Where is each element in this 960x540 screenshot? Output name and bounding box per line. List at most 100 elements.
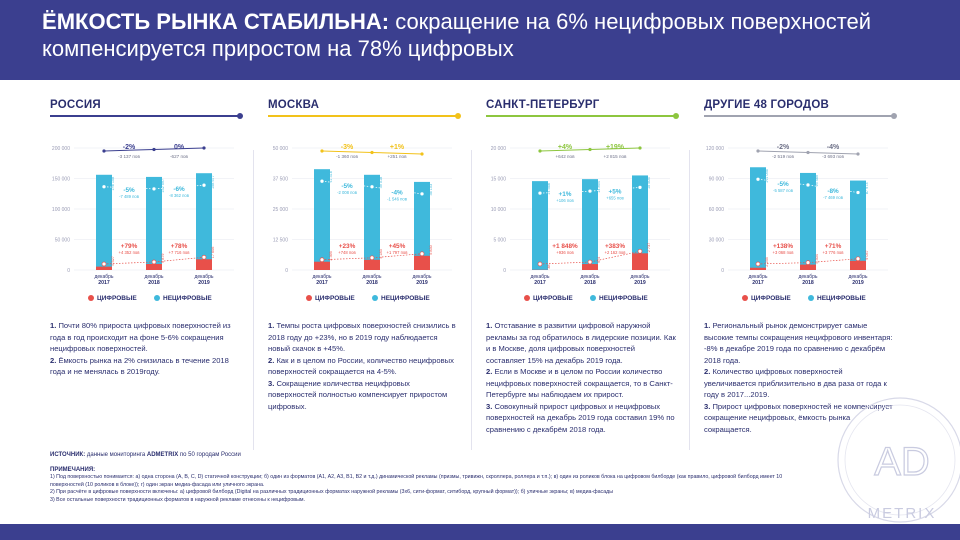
- digital-trend-point: [537, 261, 543, 267]
- note-item: 3. Сокращение количества нецифровых пове…: [268, 378, 458, 413]
- bar-chart: 0 50 000 100 000 150 000 200 000 156 108 5 527…: [52, 144, 234, 286]
- total-change-pct: -2%: [777, 144, 790, 151]
- x-category-year: 2018: [584, 280, 596, 286]
- digital-trend-point: [151, 259, 157, 265]
- y-tick-label: 5 000: [493, 238, 506, 244]
- note-text: Сокращение количества нецифровых поверхн…: [268, 378, 448, 411]
- y-tick-label: 12 500: [273, 238, 289, 244]
- bar-chart: 0 12 500 25 000 37 500 50 000 41 316 3 395 дека…: [273, 144, 452, 286]
- nondigital-trend-point: [369, 184, 375, 190]
- total-trend-point: [102, 149, 106, 153]
- note-item: 1. Темпы роста цифровых поверхностей сни…: [268, 320, 458, 355]
- digital-change-pct: +45%: [389, 243, 406, 250]
- total-change-abs: -3 137 пов: [118, 154, 140, 159]
- nondigital-value-label: 158 677: [211, 175, 215, 189]
- chart-legend: ЦИФРОВЫЕ НЕЦИФРОВЫЕ: [50, 295, 240, 307]
- digital-value-label: 9 879: [161, 253, 165, 263]
- digital-change-pct: +138%: [773, 243, 793, 250]
- x-category-year: 2019: [198, 280, 210, 286]
- nondigital-change-abs: -5 587 пов: [773, 188, 794, 193]
- y-tick-label: 50 000: [55, 238, 71, 244]
- nondigital-change-abs: +106 пов: [556, 198, 574, 203]
- x-category-month: декабрь: [194, 274, 213, 280]
- nondigital-value-label: 36 103: [429, 184, 433, 196]
- note-number: 3.: [704, 401, 711, 411]
- page-title: ЁМКОСТЬ РЫНКА СТАБИЛЬНА: сокращение на 6…: [42, 8, 922, 62]
- note-number: 1.: [50, 321, 57, 330]
- digital-trend-point: [755, 261, 761, 267]
- remark-line: 1) Под поверхностью понимается: а) одна …: [50, 474, 783, 488]
- panel-divider: [471, 150, 472, 450]
- total-change-pct: +19%: [606, 144, 625, 151]
- nondigital-value-label: 14 894: [597, 181, 601, 193]
- note-item: 1. Отставание в развитии цифровой наружн…: [486, 320, 676, 366]
- nondigital-change-pct: -5%: [777, 181, 789, 188]
- y-tick-label: 150 000: [52, 177, 70, 183]
- y-tick-label: 25 000: [273, 207, 289, 213]
- note-text: Региональный рынок демонстрирует самые в…: [704, 321, 893, 365]
- legend-swatch-nondigital: [808, 295, 814, 302]
- nondigital-trend-point: [637, 185, 643, 190]
- panel-title: ДРУГИЕ 48 ГОРОДОВ: [704, 99, 829, 111]
- header-banner: ЁМКОСТЬ РЫНКА СТАБИЛЬНА: сокращение на 6…: [0, 0, 960, 80]
- nondigital-value-label: 95 469: [815, 175, 819, 187]
- nondigital-change-pct: -5%: [123, 187, 135, 194]
- total-change-pct: +4%: [558, 144, 573, 151]
- digital-change-pct: +71%: [825, 243, 842, 250]
- nondigital-change-pct: -5%: [341, 183, 353, 190]
- y-tick-label: 90 000: [709, 177, 725, 183]
- note-number: 1.: [486, 321, 493, 330]
- panel-title: РОССИЯ: [50, 99, 101, 111]
- digital-change-pct: +79%: [121, 243, 138, 250]
- total-change-pct: 0%: [174, 144, 185, 151]
- digital-value-label: 5 830: [429, 245, 433, 255]
- legend-label-nondigital: НЕЦИФРОВЫЕ: [381, 295, 430, 302]
- digital-value-label: 38: [547, 265, 551, 269]
- y-tick-label: 20 000: [491, 146, 507, 152]
- total-change-pct: -2%: [123, 144, 136, 151]
- bar-nondigital: [364, 174, 380, 270]
- x-category-year: 2017: [752, 280, 764, 286]
- note-item: 1. Почти 80% прироста цифровых поверхнос…: [50, 320, 240, 355]
- digital-change-abs: +3 776 пов: [823, 250, 845, 255]
- total-change-pct: -4%: [827, 144, 840, 151]
- watermark-top-text: AD: [874, 440, 930, 484]
- nondigital-change-pct: -8%: [827, 188, 839, 195]
- legend-item-digital: ЦИФРОВЫЕ: [524, 295, 573, 302]
- panel-title-underline: [50, 113, 243, 119]
- chart-legend: ЦИФРОВЫЕ НЕЦИФРОВЫЕ: [268, 295, 458, 307]
- legend-swatch-nondigital: [154, 295, 160, 302]
- digital-change-abs: +4 352 пов: [119, 250, 141, 255]
- y-tick-label: 100 000: [52, 207, 70, 213]
- note-number: 3.: [268, 378, 275, 388]
- total-change-pct: -3%: [341, 144, 354, 151]
- total-trend-point: [370, 150, 374, 155]
- nondigital-trend-point: [101, 184, 107, 190]
- x-category-month: декабрь: [362, 274, 381, 280]
- total-change-pct: +1%: [390, 144, 405, 151]
- bar-digital: [196, 259, 212, 270]
- bar-nondigital: [414, 181, 430, 270]
- x-category-year: 2019: [852, 280, 864, 286]
- nondigital-value-label: 156 108: [111, 177, 115, 191]
- digital-trend-point: [587, 259, 593, 265]
- bar-digital: [800, 264, 816, 270]
- panel-notes: 1. Региональный рынок демонстрирует самы…: [704, 320, 894, 435]
- remark-line: 3) Все остальные поверхности традиционны…: [50, 496, 306, 503]
- total-trend-point: [588, 147, 592, 152]
- legend-swatch-digital: [88, 295, 94, 302]
- digital-change-abs: +1 797 пов: [387, 250, 409, 255]
- panel-notes: 1. Отставание в развитии цифровой наружн…: [486, 320, 676, 435]
- total-trend-point: [638, 146, 642, 150]
- digital-change-abs: +2 162 пов: [605, 250, 627, 255]
- x-category-month: декабрь: [580, 274, 599, 280]
- nondigital-change-abs: +655 пов: [606, 195, 624, 200]
- x-category-year: 2017: [316, 280, 328, 286]
- total-trend-point: [856, 152, 860, 156]
- x-category-month: декабрь: [848, 274, 867, 280]
- nondigital-value-label: 15 503: [647, 177, 651, 189]
- nondigital-value-label: 101 056: [765, 169, 769, 183]
- source-label: ИСТОЧНИК:: [50, 452, 86, 458]
- x-category-month: декабрь: [312, 274, 331, 280]
